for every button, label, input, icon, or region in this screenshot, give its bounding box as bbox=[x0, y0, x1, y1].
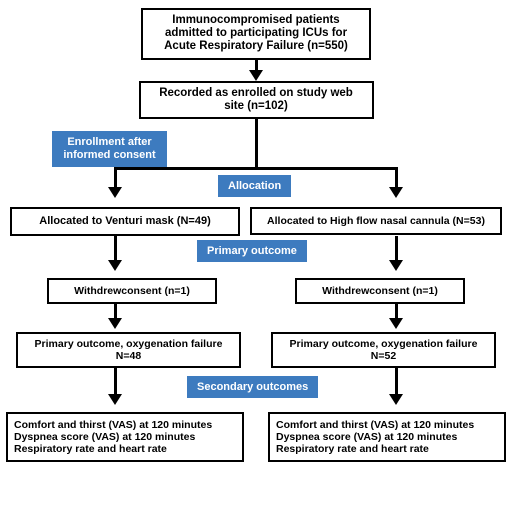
arrow-icon bbox=[249, 70, 263, 81]
right-secondary: Comfort and thirst (VAS) at 120 minutes … bbox=[268, 412, 506, 462]
left-alloc: Allocated to Venturi mask (N=49) bbox=[10, 207, 240, 236]
left-primary: Primary outcome, oxygenation failure N=4… bbox=[16, 332, 241, 368]
enrolled-l2: site (n=102) bbox=[147, 100, 366, 113]
left-secondary: Comfort and thirst (VAS) at 120 minutes … bbox=[6, 412, 244, 462]
enrollment-label: Enrollment after informed consent bbox=[52, 131, 167, 167]
right-primary: Primary outcome, oxygenation failure N=5… bbox=[271, 332, 496, 368]
primary-label: Primary outcome bbox=[197, 240, 307, 262]
allocation-label: Allocation bbox=[218, 175, 291, 197]
right-withdrew: Withdrewconsent (n=1) bbox=[295, 278, 465, 304]
top-l1: Immunocompromised patients bbox=[149, 14, 363, 27]
secondary-label: Secondary outcomes bbox=[187, 376, 318, 398]
enrolled-l1: Recorded as enrolled on study web bbox=[147, 87, 366, 100]
top-l2: admitted to participating ICUs for bbox=[149, 27, 363, 40]
top-l3: Acute Respiratory Failure (n=550) bbox=[149, 40, 363, 53]
top-box: Immunocompromised patients admitted to p… bbox=[141, 8, 371, 60]
right-alloc: Allocated to High flow nasal cannula (N=… bbox=[250, 207, 502, 235]
left-withdrew: Withdrewconsent (n=1) bbox=[47, 278, 217, 304]
enrolled-box: Recorded as enrolled on study web site (… bbox=[139, 81, 374, 119]
